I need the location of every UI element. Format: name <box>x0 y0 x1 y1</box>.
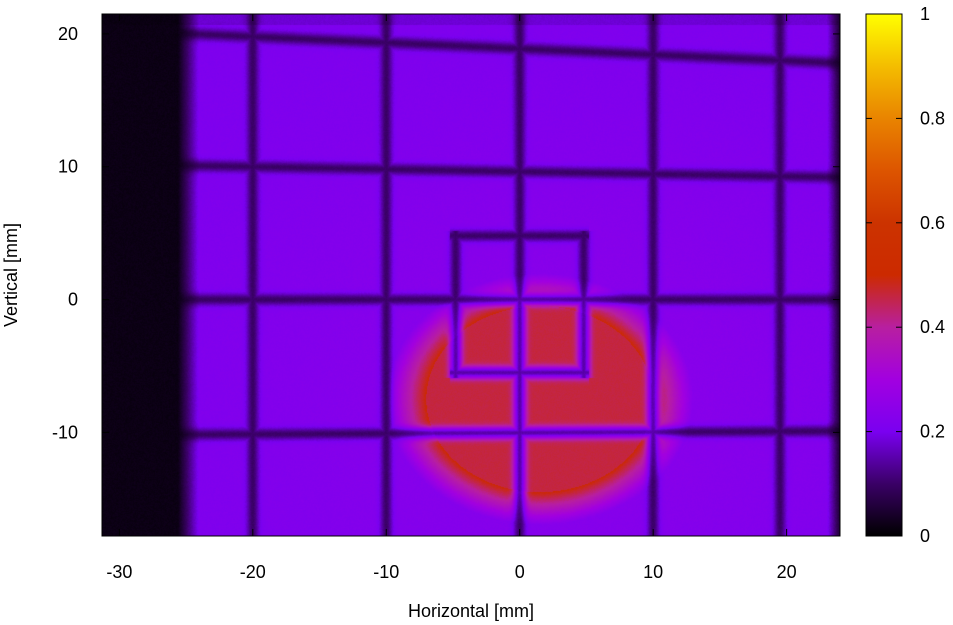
y-tick-label: 10 <box>58 157 78 177</box>
colorbar-tick-label: 0 <box>920 526 930 546</box>
y-tick-label: -10 <box>52 422 78 442</box>
heatmap-image-holder <box>102 14 840 536</box>
x-tick-label: -10 <box>373 562 399 582</box>
colorbar: 0 0.2 0.4 0.6 0.8 1 <box>866 4 945 546</box>
y-tick-label: 20 <box>58 24 78 44</box>
y-axis-title: Vertical [mm] <box>1 223 21 327</box>
x-tick-label: -30 <box>106 562 132 582</box>
colorbar-tick-label: 0.2 <box>920 422 945 442</box>
colorbar-swatch <box>866 14 902 536</box>
colorbar-tick-label: 0.6 <box>920 213 945 233</box>
x-tick-label: -20 <box>240 562 266 582</box>
colorbar-tick-label: 0.4 <box>920 317 945 337</box>
x-tick-label: 0 <box>515 562 525 582</box>
x-tick-label: 20 <box>777 562 797 582</box>
y-tick-label: 0 <box>68 290 78 310</box>
colorbar-tick-label: 0.8 <box>920 108 945 128</box>
colorbar-tick-label: 1 <box>920 4 930 24</box>
heatmap-image <box>102 14 840 536</box>
x-tick-label: 10 <box>643 562 663 582</box>
heatmap-plot-area <box>102 14 840 536</box>
x-axis-title: Horizontal [mm] <box>408 601 534 621</box>
